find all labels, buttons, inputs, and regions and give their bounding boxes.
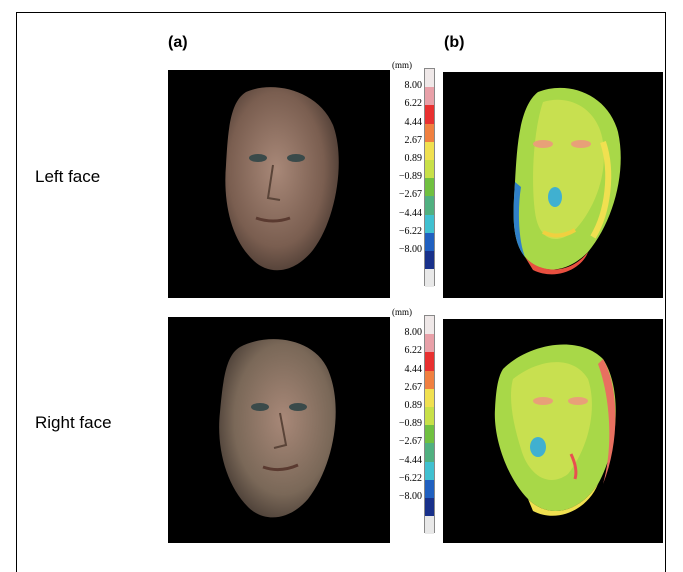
scale-unit-label: (mm)	[392, 60, 412, 70]
scale-tick-label: −4.44	[398, 454, 422, 466]
scale-color-bar	[424, 315, 435, 535]
scale-tick-label: −6.22	[398, 225, 422, 237]
scale-tick-label: 0.89	[404, 400, 423, 411]
scale-color-cell	[425, 269, 434, 288]
scale-color-cell	[425, 516, 434, 535]
scale-tick-label: 6.22	[404, 345, 423, 357]
scale-tick-label: 6.22	[404, 98, 423, 110]
scale-color-cell	[425, 425, 434, 444]
scale-color-cell	[425, 141, 434, 160]
scale-tick-label: −0.89	[398, 418, 422, 430]
panel-b-label: (b)	[444, 34, 465, 51]
scale-color-cell	[425, 105, 434, 124]
scale-tick-label: −2.67	[398, 189, 422, 201]
figure-frame	[16, 12, 666, 572]
scale-tick-label: −4.44	[398, 207, 422, 219]
panel-a-label: (a)	[168, 34, 188, 51]
scale-color-cell	[425, 407, 434, 426]
scale-tick-label: 2.67	[404, 381, 423, 393]
color-scale-top: (mm) 8.00 6.22 4.44 2.67 0.89 −0.89 −2.67 −4.44 −…	[382, 60, 442, 302]
right-face-photo	[168, 317, 390, 543]
scale-tick-label: 0.89	[404, 153, 423, 164]
row-label-left-face: Left face	[35, 167, 101, 186]
scale-color-cell	[425, 178, 434, 197]
scale-color-cell	[425, 196, 434, 215]
color-scale-bottom: (mm) 8.00 6.22 4.44 2.67 0.89 −0.89 −2.67 −4.44 −…	[382, 307, 442, 549]
right-face-deviation-map	[443, 319, 663, 543]
scale-color-bar	[424, 68, 435, 288]
scale-tick-label: 8.00	[404, 327, 423, 339]
scale-color-cell	[425, 334, 434, 353]
scale-color-cell	[425, 251, 434, 270]
scale-tick-label: 4.44	[404, 116, 423, 128]
scale-unit-label: (mm)	[392, 307, 412, 317]
scale-color-cell	[425, 479, 434, 498]
left-face-photo	[168, 70, 390, 298]
scale-color-cell	[425, 214, 434, 233]
scale-color-cell	[425, 123, 434, 142]
scale-tick-label: 4.44	[404, 363, 423, 375]
scale-color-cell	[425, 160, 434, 179]
scale-color-cell	[425, 461, 434, 480]
scale-color-cell	[425, 352, 434, 371]
scale-color-cell	[425, 87, 434, 106]
scale-tick-label: 8.00	[404, 80, 423, 92]
scale-tick-label: −8.00	[398, 244, 422, 255]
scale-tick-label: 2.67	[404, 134, 423, 146]
scale-color-cell	[425, 498, 434, 517]
scale-color-cell	[425, 388, 434, 407]
scale-tick-label: −2.67	[398, 436, 422, 448]
scale-color-cell	[425, 443, 434, 462]
scale-tick-label: −6.22	[398, 472, 422, 484]
scale-color-cell	[425, 370, 434, 389]
scale-color-cell	[425, 316, 434, 335]
scale-color-cell	[425, 69, 434, 88]
scale-tick-label: −8.00	[398, 491, 422, 502]
scale-tick-label: −0.89	[398, 171, 422, 183]
scale-color-cell	[425, 232, 434, 251]
left-face-deviation-map	[443, 72, 663, 298]
row-label-right-face: Right face	[35, 413, 112, 432]
